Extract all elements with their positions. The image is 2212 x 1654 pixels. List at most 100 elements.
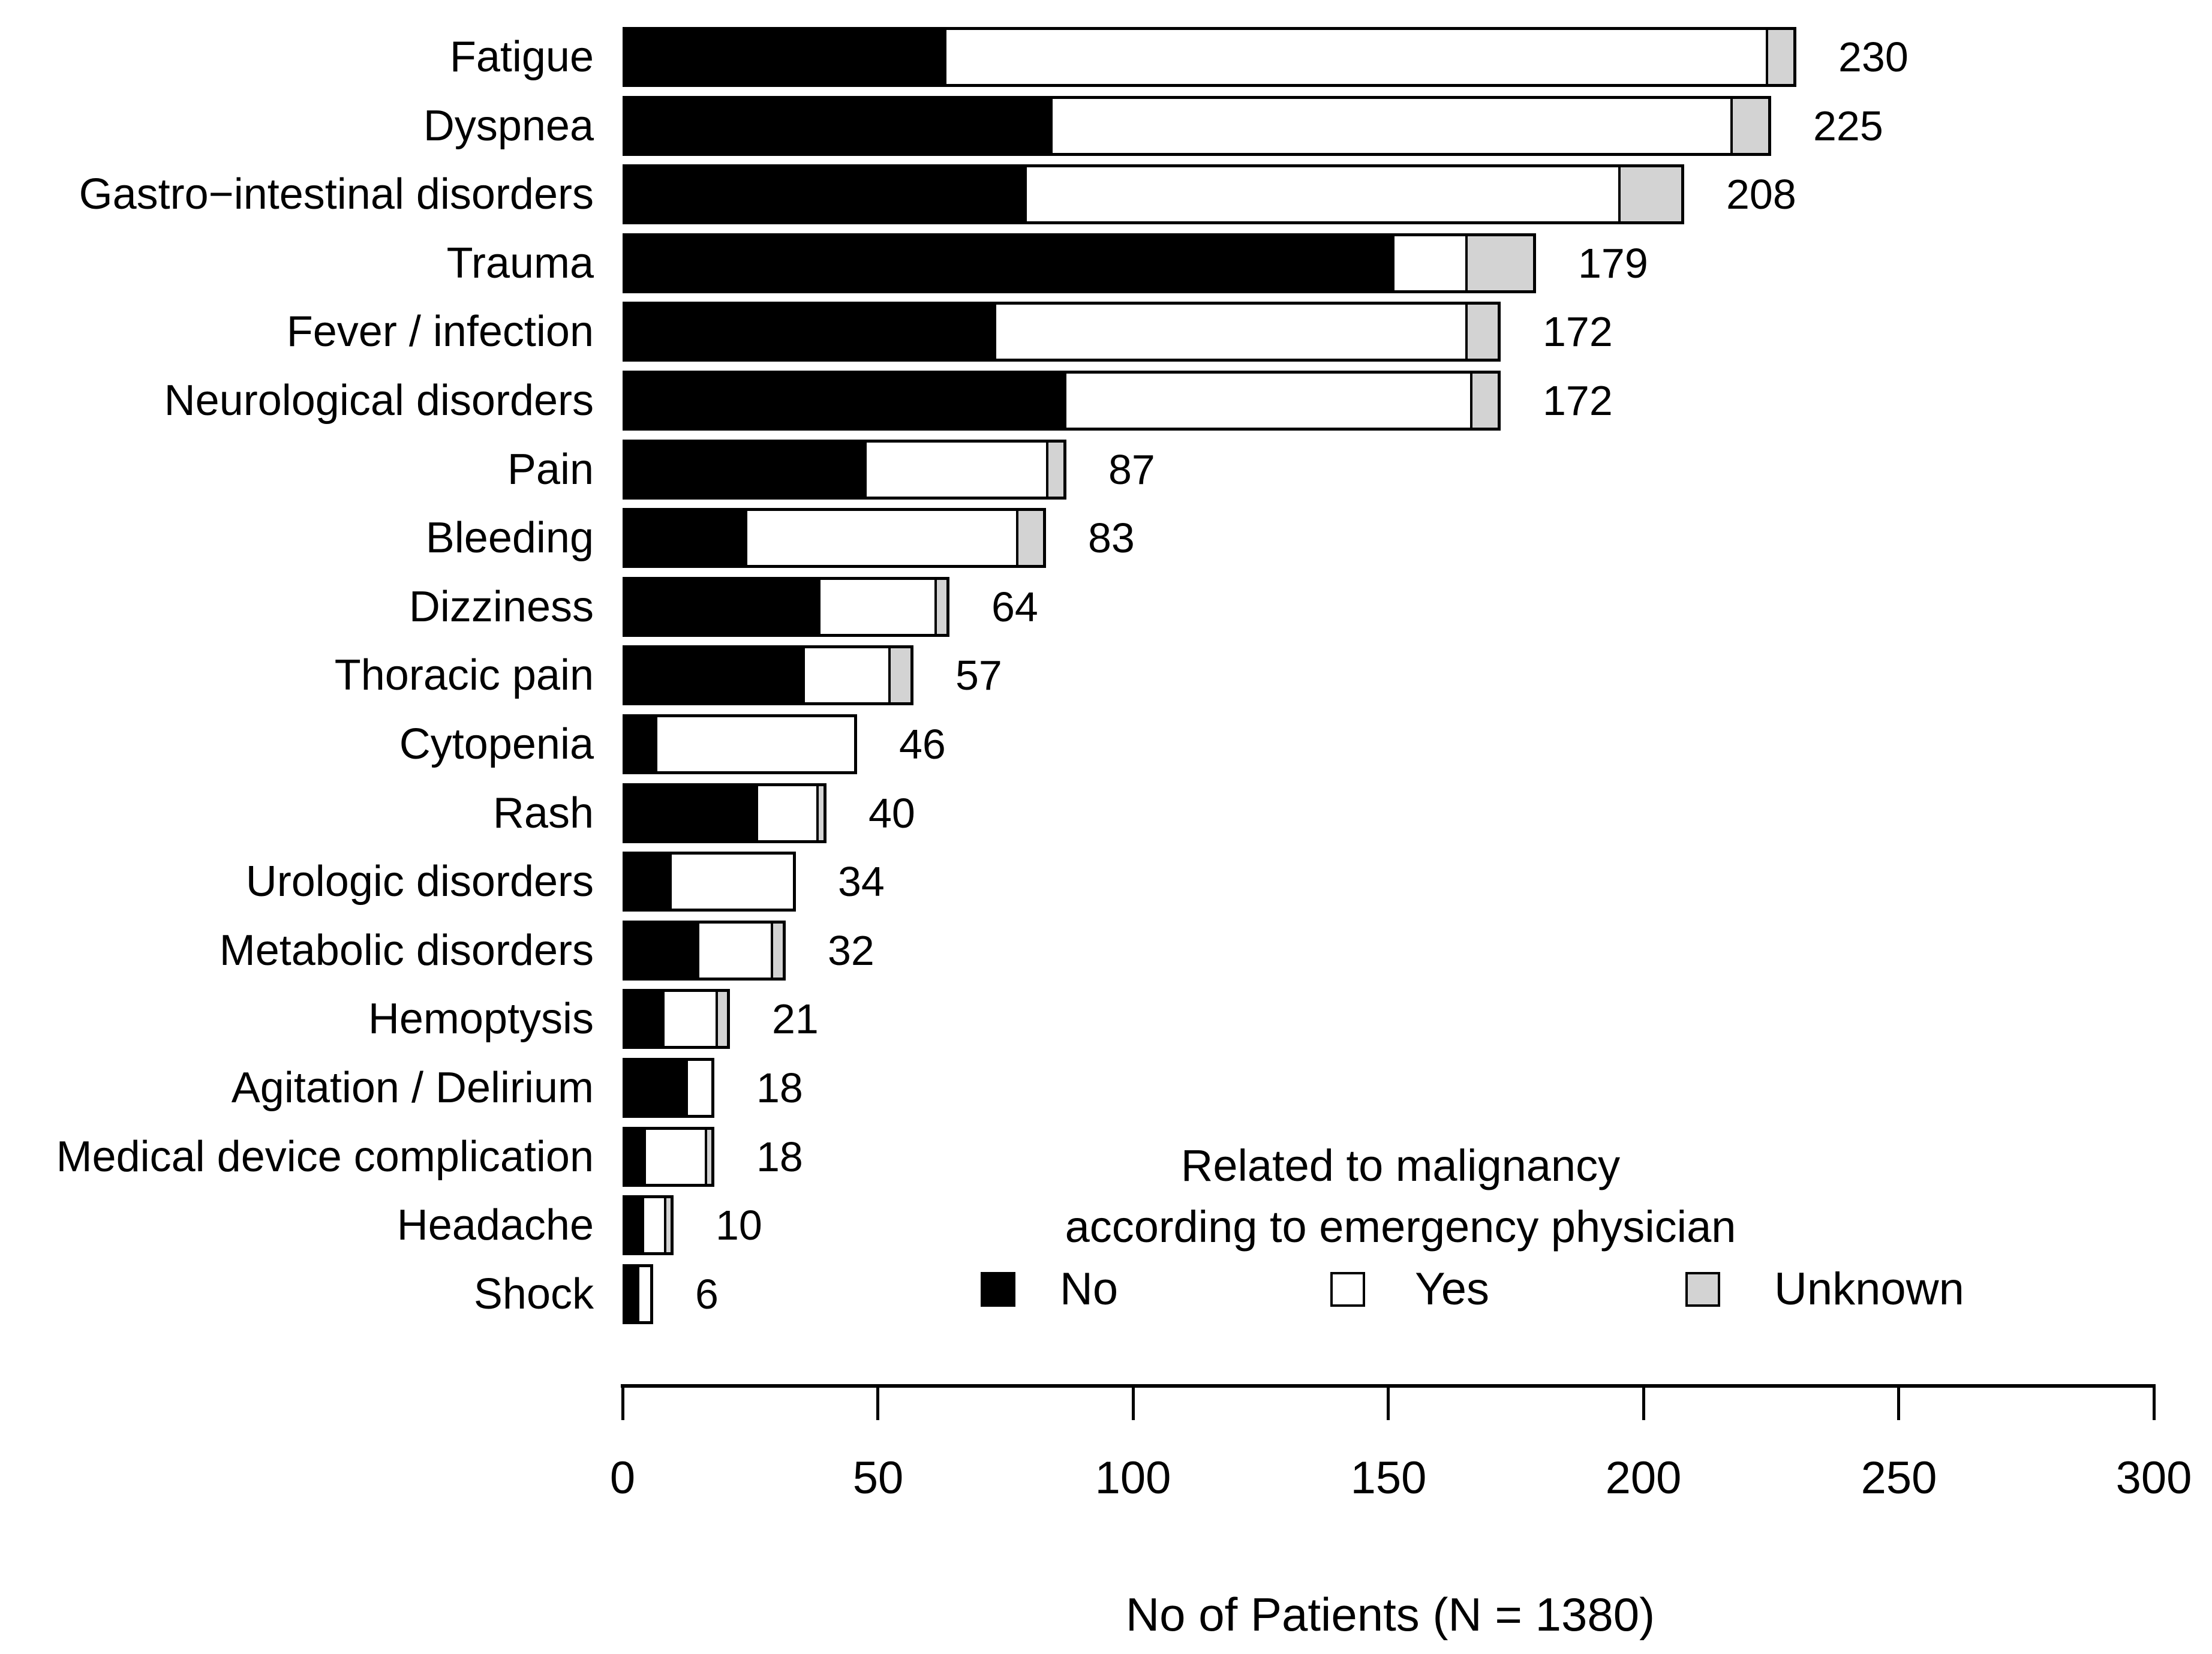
bar-segment-unknown: [1465, 305, 1498, 359]
bar: [623, 508, 1046, 568]
category-label: Shock: [473, 1270, 594, 1318]
bar-segment-yes: [669, 855, 793, 909]
bar-total-label: 57: [955, 652, 1002, 699]
bar-segment-unknown: [664, 1198, 671, 1252]
bar: [623, 577, 949, 637]
x-axis-tick: [1642, 1385, 1645, 1420]
category-label: Urologic disorders: [245, 858, 594, 906]
bar-total-label: 172: [1543, 377, 1613, 424]
x-axis-tick-label: 150: [1350, 1452, 1427, 1503]
x-axis-tick: [1132, 1385, 1135, 1420]
bar-total-label: 18: [756, 1133, 803, 1180]
bar-total-label: 18: [756, 1064, 803, 1111]
bar-segment-unknown: [704, 1130, 711, 1184]
bar: [623, 714, 857, 774]
category-label: Metabolic disorders: [219, 927, 594, 975]
x-axis-tick: [876, 1385, 879, 1420]
legend-swatch-yes: [1330, 1272, 1365, 1307]
x-axis-tick-label: 250: [1861, 1452, 1937, 1503]
bar: [623, 1127, 714, 1187]
x-axis-tick-label: 100: [1095, 1452, 1171, 1503]
bar-segment-yes: [864, 443, 1047, 497]
legend-swatch-no: [981, 1272, 1015, 1307]
bar-segment-unknown: [934, 580, 946, 634]
legend-title-line-1: Related to malignancy: [1180, 1141, 1621, 1190]
bar-segment-yes: [944, 30, 1766, 84]
bar-total-label: 179: [1578, 240, 1648, 287]
bar: [623, 989, 730, 1049]
bar-segment-yes: [636, 1267, 650, 1321]
bar-segment-yes: [644, 1130, 705, 1184]
category-label: Agitation / Delirium: [231, 1064, 594, 1112]
bar-segment-yes: [802, 648, 889, 702]
category-label: Rash: [492, 789, 594, 837]
legend-label-yes: Yes: [1415, 1264, 1489, 1315]
bar: [623, 440, 1066, 500]
category-label: Cytopenia: [399, 720, 594, 768]
bar-segment-no: [626, 786, 756, 840]
category-label: Thoracic pain: [334, 651, 594, 699]
legend-title-line-2: according to emergency physician: [1065, 1202, 1736, 1252]
x-axis-tick: [1387, 1385, 1390, 1420]
bar: [623, 852, 796, 912]
category-label: Hemoptysis: [368, 995, 594, 1043]
bar-segment-no: [626, 167, 1025, 221]
bar-segment-unknown: [816, 786, 824, 840]
legend-label-unknown: Unknown: [1774, 1264, 1964, 1315]
bar-total-label: 87: [1108, 446, 1155, 493]
bar-segment-unknown: [1465, 236, 1533, 290]
bar-segment-no: [626, 1198, 642, 1252]
legend-label-no: No: [1060, 1264, 1119, 1315]
bar-segment-no: [626, 99, 1051, 153]
bar-segment-no: [626, 992, 663, 1046]
x-axis-tick-label: 300: [2115, 1452, 2192, 1503]
bar-segment-yes: [1024, 167, 1618, 221]
bar: [623, 1058, 714, 1118]
bar-segment-no: [626, 924, 698, 978]
category-label: Trauma: [446, 239, 594, 287]
bar-segment-no: [626, 648, 803, 702]
bar-segment-unknown: [771, 924, 783, 978]
bar-segment-no: [626, 717, 656, 771]
bar-segment-no: [626, 1130, 644, 1184]
bar-total-label: 6: [695, 1271, 719, 1318]
category-label: Medical device complication: [56, 1133, 594, 1181]
bar: [623, 233, 1536, 293]
bar-segment-no: [626, 305, 994, 359]
bar-total-label: 40: [868, 790, 915, 837]
x-axis-tick-label: 50: [852, 1452, 904, 1503]
bar: [623, 302, 1501, 362]
bar-segment-yes: [1064, 374, 1470, 428]
bar-total-label: 172: [1543, 308, 1613, 355]
x-axis-tick-label: 0: [609, 1452, 636, 1503]
bar: [623, 27, 1796, 87]
bar-segment-yes: [756, 786, 816, 840]
bar-segment-no: [626, 1267, 637, 1321]
bar-total-label: 21: [772, 996, 819, 1042]
bar-total-label: 64: [991, 584, 1038, 630]
category-label: Pain: [507, 446, 594, 494]
x-axis-tick: [2153, 1385, 2156, 1420]
bar-segment-no: [626, 511, 745, 565]
bar: [623, 371, 1501, 431]
bar-segment-no: [626, 855, 669, 909]
bar-total-label: 225: [1813, 103, 1883, 149]
category-label: Neurological disorders: [164, 377, 594, 425]
bar-segment-yes: [1391, 236, 1465, 290]
bar-total-label: 10: [716, 1202, 762, 1249]
bar: [623, 164, 1684, 224]
legend-swatch-unknown: [1685, 1272, 1720, 1307]
bar-segment-yes: [697, 924, 771, 978]
x-axis-tick: [1897, 1385, 1900, 1420]
bar-total-label: 208: [1726, 171, 1796, 218]
category-label: Dyspnea: [423, 102, 594, 150]
bar: [623, 96, 1771, 156]
bar-segment-yes: [744, 511, 1016, 565]
bar-segment-yes: [993, 305, 1465, 359]
bar-segment-unknown: [1046, 443, 1063, 497]
bar-segment-unknown: [1765, 30, 1794, 84]
bar-segment-yes: [662, 992, 716, 1046]
bar-segment-yes: [818, 580, 934, 634]
bar-segment-unknown: [1730, 99, 1768, 153]
